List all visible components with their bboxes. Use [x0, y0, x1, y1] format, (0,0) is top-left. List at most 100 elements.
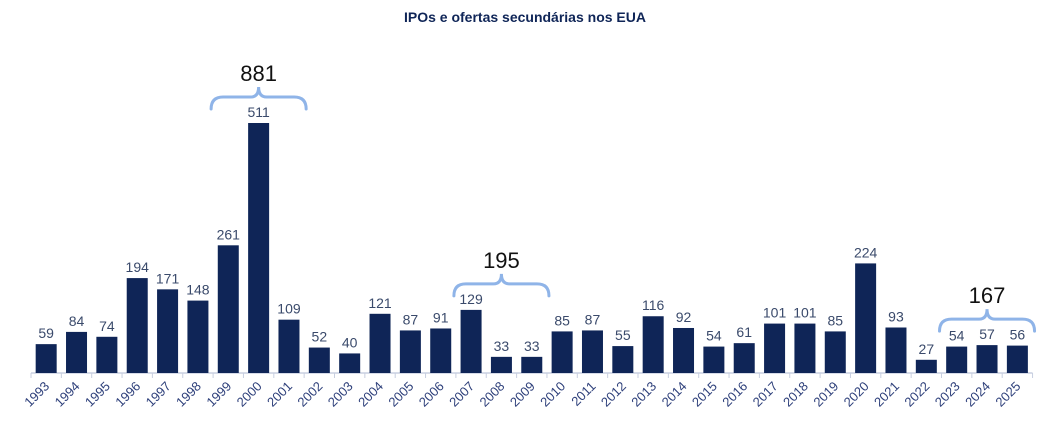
brace-881	[209, 86, 308, 111]
bar-2025	[1006, 345, 1028, 373]
data-label-1994: 84	[69, 313, 85, 329]
data-label-2013: 116	[642, 297, 665, 313]
tick-label-2021: 2021	[871, 379, 902, 410]
bar-2003	[339, 353, 361, 373]
tick-label-2009: 2009	[507, 379, 538, 410]
data-label-2009: 33	[524, 338, 540, 354]
bar-2006	[430, 328, 452, 373]
tick-label-2022: 2022	[901, 379, 932, 410]
data-label-2005: 87	[403, 311, 419, 327]
chart-title: IPOs e ofertas secundárias nos EUA	[404, 9, 646, 25]
data-label-2007: 129	[459, 291, 483, 307]
tick-label-2003: 2003	[325, 379, 356, 410]
tick-label-2011: 2011	[568, 379, 598, 409]
bar-2002	[308, 347, 330, 373]
data-label-1999: 261	[217, 226, 241, 242]
data-label-2025: 56	[1010, 327, 1026, 343]
data-label-1993: 59	[38, 325, 54, 341]
bar-2000	[248, 123, 270, 373]
tick-label-1995: 1995	[82, 379, 113, 410]
data-label-2008: 33	[494, 338, 510, 354]
tick-label-1994: 1994	[52, 379, 83, 410]
bar-1998	[187, 300, 209, 373]
tick-label-2015: 2015	[689, 379, 720, 410]
bar-2022	[915, 359, 937, 373]
data-label-2004: 121	[368, 295, 392, 311]
data-label-2024: 57	[979, 326, 995, 342]
tick-label-2025: 2025	[992, 379, 1023, 410]
bar-2017	[764, 323, 786, 373]
data-label-1996: 194	[126, 259, 150, 275]
bar-2008	[490, 356, 512, 373]
bar-1999	[217, 245, 239, 373]
tick-label-2010: 2010	[537, 379, 568, 410]
tick-label-2001: 2001	[264, 379, 295, 410]
tick-label-2017: 2017	[750, 379, 781, 410]
tick-label-1999: 1999	[203, 379, 234, 410]
tick-label-1993: 1993	[21, 379, 52, 410]
tick-label-2013: 2013	[628, 379, 659, 410]
annotation-total-881: 881	[240, 61, 277, 86]
data-label-2000: 511	[247, 104, 270, 120]
data-label-2017: 101	[763, 305, 787, 321]
tick-label-2007: 2007	[446, 379, 477, 410]
bar-1997	[157, 289, 179, 373]
tick-label-1998: 1998	[173, 379, 204, 410]
tick-label-2024: 2024	[962, 379, 993, 410]
data-label-2006: 91	[433, 309, 449, 325]
data-label-2021: 93	[888, 309, 904, 325]
tick-label-2002: 2002	[294, 379, 325, 410]
tick-label-2016: 2016	[719, 379, 750, 410]
tick-label-2018: 2018	[780, 379, 811, 410]
bar-1994	[66, 331, 88, 373]
data-label-2011: 87	[585, 311, 601, 327]
bar-1993	[35, 344, 57, 373]
tick-label-1996: 1996	[112, 379, 143, 410]
tick-label-2006: 2006	[416, 379, 447, 410]
data-label-1998: 148	[186, 282, 210, 298]
bar-2010	[551, 331, 573, 373]
data-label-2016: 61	[736, 324, 752, 340]
data-label-2003: 40	[342, 334, 358, 350]
tick-label-2023: 2023	[932, 379, 963, 410]
bar-2013	[642, 316, 664, 373]
bar-2014	[673, 327, 695, 373]
bar-2001	[278, 319, 300, 373]
bar-2011	[581, 330, 603, 373]
annotation-total-167: 167	[969, 283, 1006, 308]
bar-2012	[612, 346, 634, 373]
bar-2007	[460, 309, 482, 373]
tick-label-2014: 2014	[659, 379, 690, 410]
tick-label-2012: 2012	[598, 379, 629, 410]
data-label-2023: 54	[949, 328, 965, 344]
data-label-2019: 85	[827, 312, 843, 328]
bar-2023	[946, 346, 968, 373]
bar-1995	[96, 336, 118, 373]
bar-2019	[824, 331, 846, 373]
data-label-2022: 27	[919, 341, 935, 357]
data-label-2012: 55	[615, 327, 631, 343]
annotation-total-195: 195	[483, 248, 520, 273]
tick-label-1997: 1997	[143, 379, 174, 410]
tick-label-2020: 2020	[841, 379, 872, 410]
bar-2021	[885, 327, 907, 373]
tick-label-2019: 2019	[810, 379, 841, 410]
bar-2009	[521, 356, 543, 373]
data-label-2014: 92	[676, 309, 692, 325]
tick-label-2008: 2008	[476, 379, 507, 410]
tick-label-2000: 2000	[234, 379, 265, 410]
data-label-1995: 74	[99, 318, 115, 334]
bar-2020	[855, 263, 877, 373]
bar-1996	[126, 278, 148, 373]
data-label-2010: 85	[554, 312, 570, 328]
data-label-2018: 101	[793, 305, 817, 321]
tick-label-2005: 2005	[385, 379, 416, 410]
data-label-2020: 224	[854, 244, 878, 260]
bar-2018	[794, 323, 816, 373]
bar-2015	[703, 346, 725, 373]
data-label-2001: 109	[277, 301, 301, 317]
bar-2005	[399, 330, 421, 373]
data-label-1997: 171	[156, 270, 180, 286]
bar-2024	[976, 345, 998, 373]
